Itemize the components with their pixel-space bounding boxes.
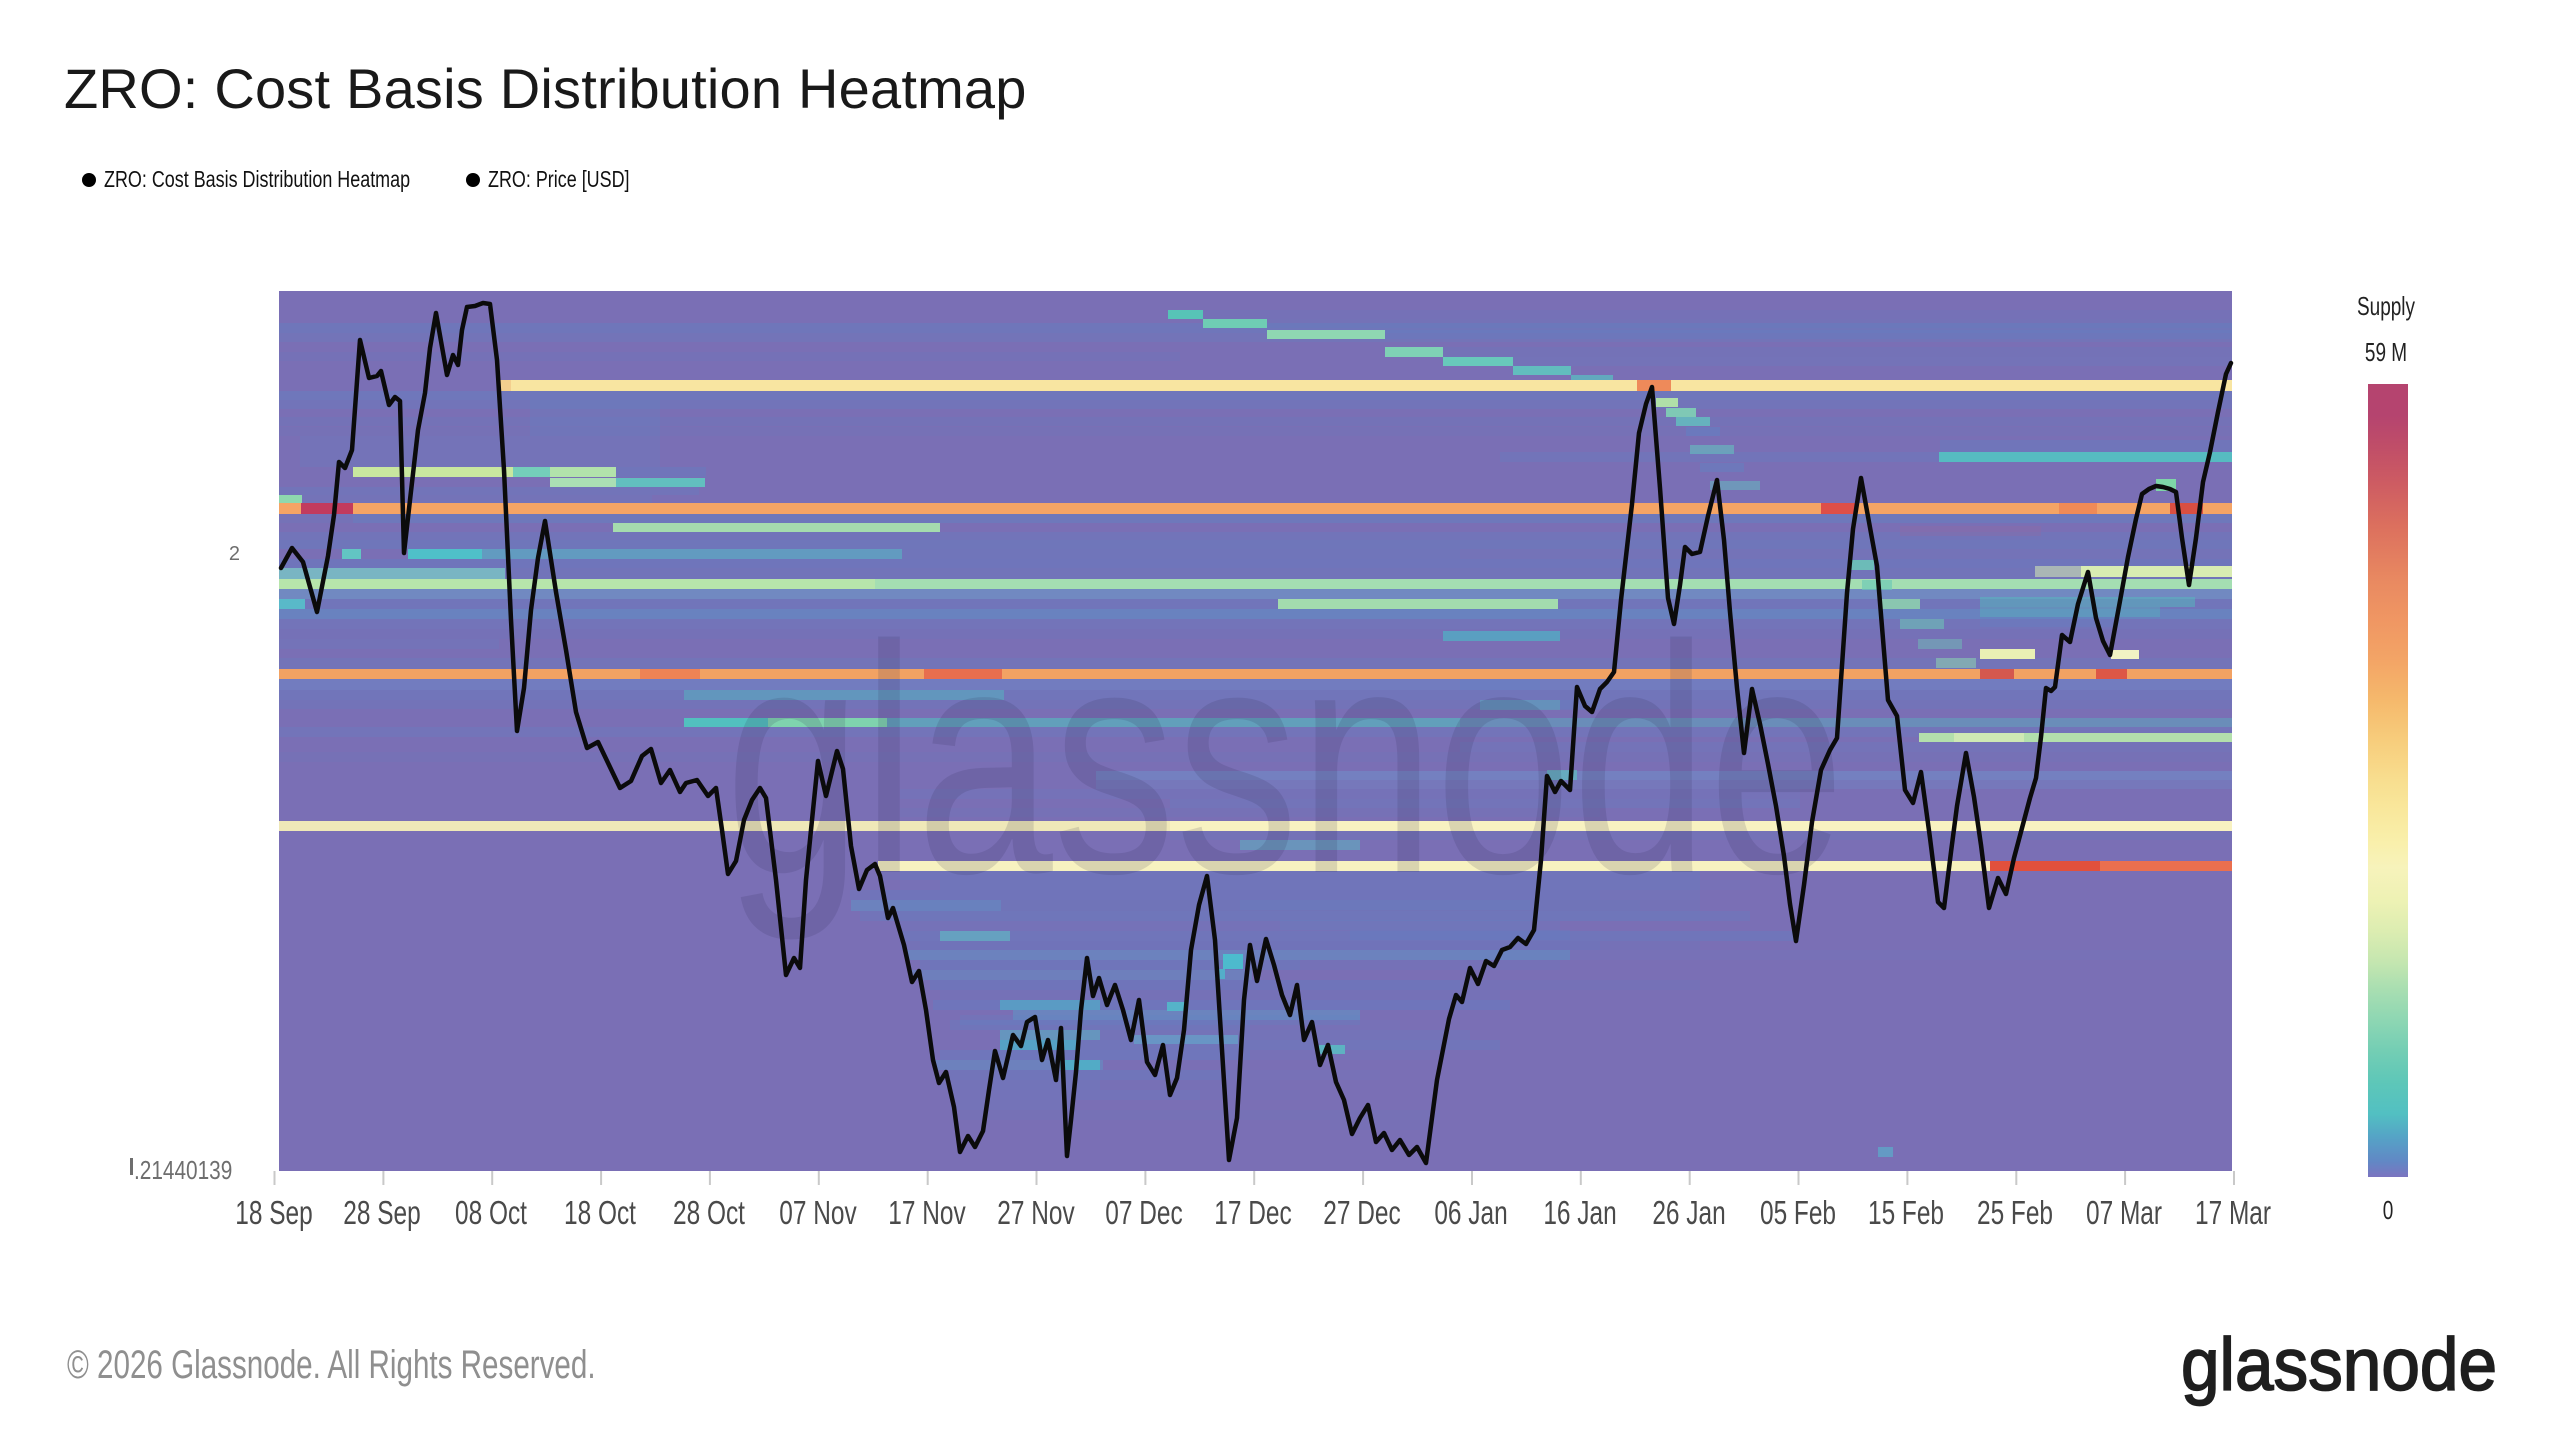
svg-text:glassnode: glassnode: [725, 578, 1845, 943]
svg-text:glassnode: glassnode: [2181, 1323, 2497, 1406]
